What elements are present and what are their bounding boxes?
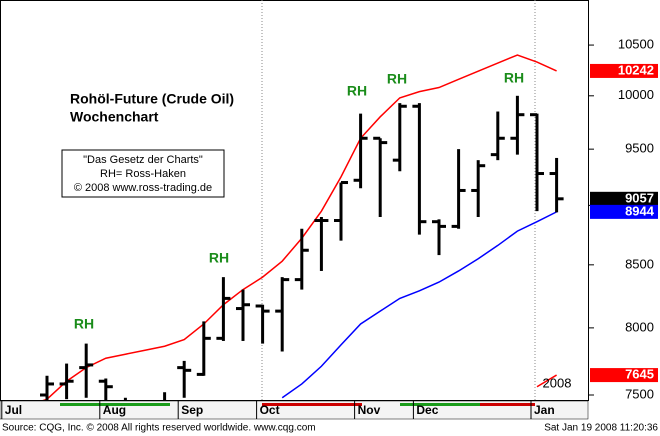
chart-title: Rohöl-Future (Crude Oil) — [70, 91, 234, 107]
x-tick-label: Sep — [181, 403, 203, 417]
indicator-line — [536, 374, 557, 388]
plot-area — [40, 54, 564, 400]
y-tick-label: 7500 — [625, 386, 654, 401]
y-tick-label: 10000 — [618, 87, 654, 102]
source: Source: CQG, Inc. © 2008 All rights rese… — [2, 423, 316, 434]
annotation: RH — [209, 250, 229, 266]
annotation: RH — [347, 83, 367, 99]
x-tick-label: Aug — [103, 403, 126, 417]
price-marker-label: 7645 — [625, 367, 654, 382]
price-marker — [590, 191, 658, 206]
annotation: RH — [74, 316, 94, 332]
x-tick-label: Dec — [416, 403, 438, 417]
info-text: "Das Gesetz der Charts" — [83, 154, 203, 166]
y-tick-label: 10500 — [618, 37, 654, 52]
chart-subtitle: Wochenchart — [70, 109, 159, 125]
x-axis-strip — [0, 400, 589, 420]
x-tick-label: Jan — [534, 403, 555, 417]
x-tick-label: Nov — [358, 403, 381, 417]
price-marker — [590, 63, 658, 78]
year-label: 2008 — [543, 375, 572, 390]
price-marker — [590, 368, 658, 383]
timestamp: Sat Jan 19 2008 11:20:36 — [544, 423, 658, 434]
y-tick-label: 8500 — [625, 256, 654, 271]
price-marker-label: 8944 — [625, 203, 655, 218]
info-box — [61, 149, 225, 198]
annotation: RH — [387, 71, 407, 87]
price-marker — [590, 204, 658, 219]
y-tick-label: 9500 — [625, 141, 654, 156]
x-tick-label: Jul — [5, 403, 22, 417]
x-tick-label: Oct — [260, 403, 280, 417]
annotation: RH — [504, 70, 524, 86]
price-marker-label: 9057 — [625, 190, 654, 205]
indicator-line — [281, 211, 557, 399]
info-text: RH= Ross-Haken — [100, 168, 186, 180]
indicator-line — [42, 54, 557, 400]
info-text: © 2008 www.ross-trading.de — [74, 182, 212, 194]
price-marker-label: 10242 — [618, 62, 654, 77]
y-tick-label: 8000 — [625, 319, 654, 334]
plot-frame — [0, 0, 589, 401]
